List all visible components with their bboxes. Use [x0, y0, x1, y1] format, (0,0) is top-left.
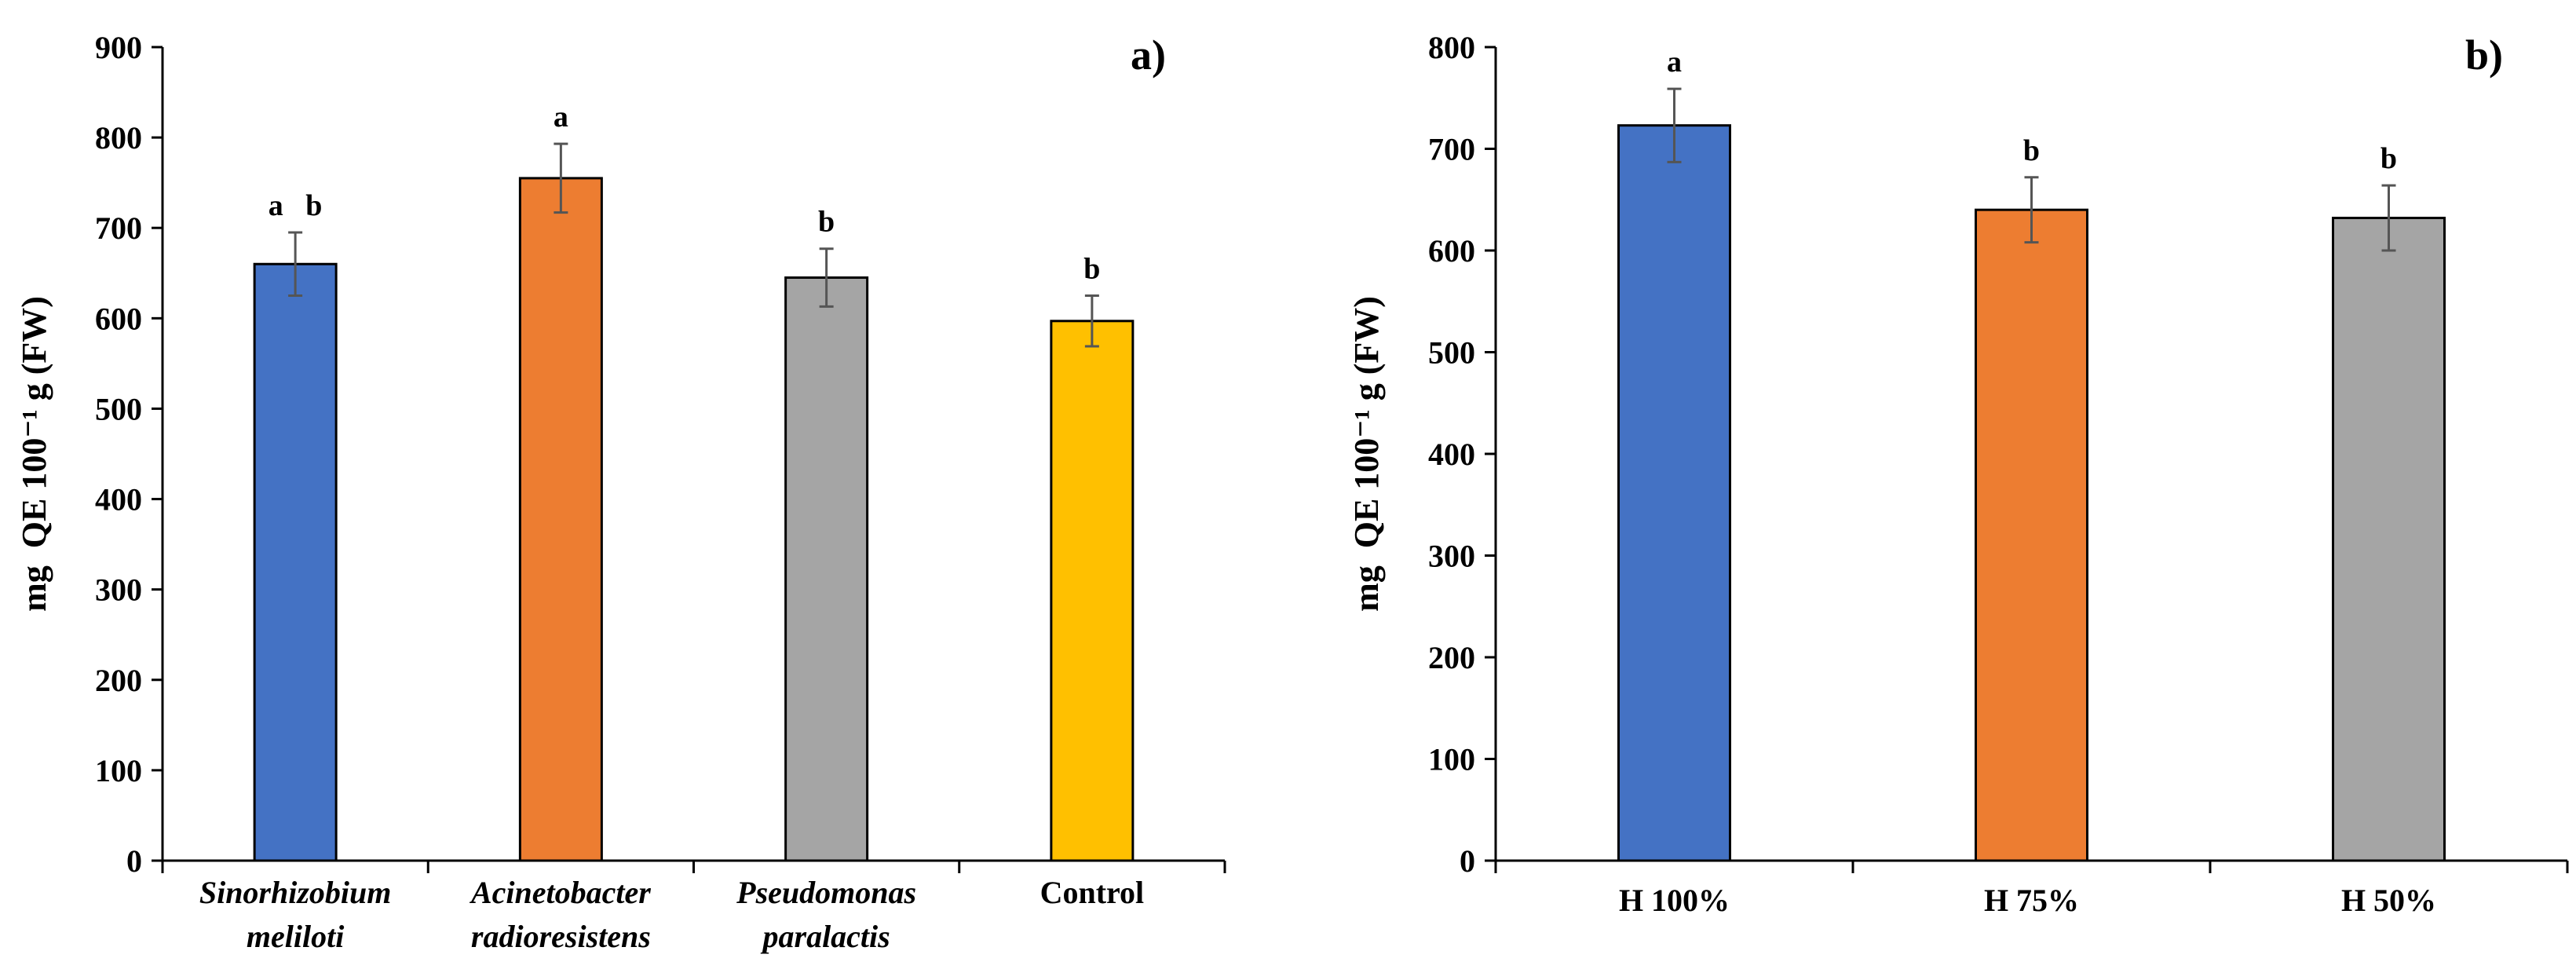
bar [1050, 320, 1135, 862]
x-category-label: Acinetobacter [469, 875, 651, 910]
y-tick-label: 600 [1428, 233, 1475, 269]
bar [2332, 217, 2446, 862]
bar [1617, 124, 1731, 862]
y-tick-label: 100 [1428, 742, 1475, 777]
panel-label: b) [2465, 31, 2503, 79]
x-category-label: H 75% [1984, 883, 2079, 918]
significance-letter: b [818, 206, 835, 239]
y-tick-label: 500 [1428, 335, 1475, 371]
y-tick-label: 300 [1428, 539, 1475, 574]
y-tick-label: 500 [95, 391, 142, 426]
panel-label: a) [1131, 31, 1166, 79]
chart-panel-a: 0 100 200 300 400 500 600 700 800 900 a b Sinorhizo… [15, 30, 1226, 954]
y-tick-label: 200 [1428, 640, 1475, 675]
x-category-label: meliloti [247, 919, 344, 954]
y-axis-title: mg QE 100⁻¹ g (FW) [1347, 296, 1386, 612]
y-tick-label: 400 [1428, 437, 1475, 472]
significance-letter: a [554, 101, 568, 133]
chart-panel-b: 0 100 200 300 400 500 600 700 800 a H 100% b H 75% b H… [1347, 30, 2569, 918]
y-tick-label: 900 [95, 30, 142, 65]
bar [1975, 208, 2088, 862]
significance-letter: b [2023, 134, 2040, 167]
y-tick-label: 800 [1428, 30, 1475, 65]
y-tick-label: 600 [95, 301, 142, 336]
y-tick-label: 300 [95, 572, 142, 608]
y-tick-label: 200 [95, 663, 142, 698]
bar [518, 177, 603, 862]
significance-letter: a b [269, 189, 323, 222]
bar [253, 262, 338, 862]
significance-letter: b [2381, 142, 2397, 175]
significance-letter: b [1083, 253, 1100, 286]
x-category-label: Control [1040, 875, 1145, 910]
y-tick-label: 800 [95, 120, 142, 155]
bar [784, 276, 869, 862]
x-category-label: Sinorhizobium [199, 875, 392, 910]
y-tick-label: 400 [95, 482, 142, 517]
x-category-label: H 100% [1619, 883, 1730, 918]
significance-letter: a [1667, 46, 1682, 79]
x-category-label: paralactis [761, 919, 890, 954]
y-tick-label: 700 [1428, 132, 1475, 167]
x-category-label: Pseudomonas [736, 875, 916, 910]
x-category-label: H 50% [2341, 883, 2436, 918]
y-tick-label: 0 [126, 843, 142, 879]
y-tick-label: 100 [95, 753, 142, 788]
y-axis-title: mg QE 100⁻¹ g (FW) [15, 296, 53, 612]
x-category-label: radioresistens [471, 919, 651, 954]
y-tick-label: 700 [95, 210, 142, 246]
y-tick-label: 0 [1460, 843, 1475, 879]
